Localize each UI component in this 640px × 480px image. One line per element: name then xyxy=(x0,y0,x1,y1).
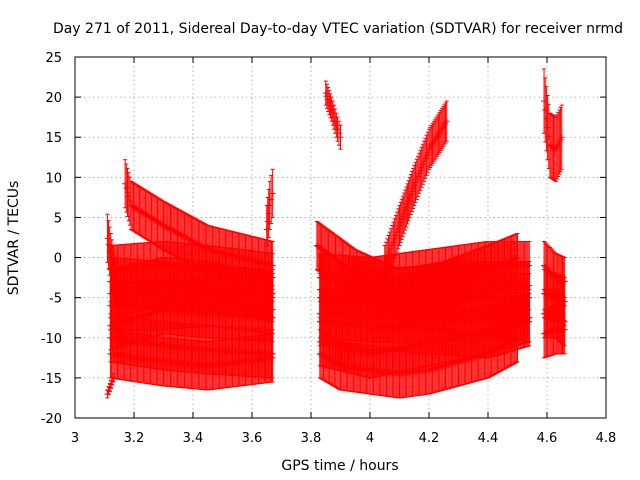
data-series xyxy=(104,68,568,399)
chart-title: Day 271 of 2011, Sidereal Day-to-day VTE… xyxy=(53,21,623,37)
